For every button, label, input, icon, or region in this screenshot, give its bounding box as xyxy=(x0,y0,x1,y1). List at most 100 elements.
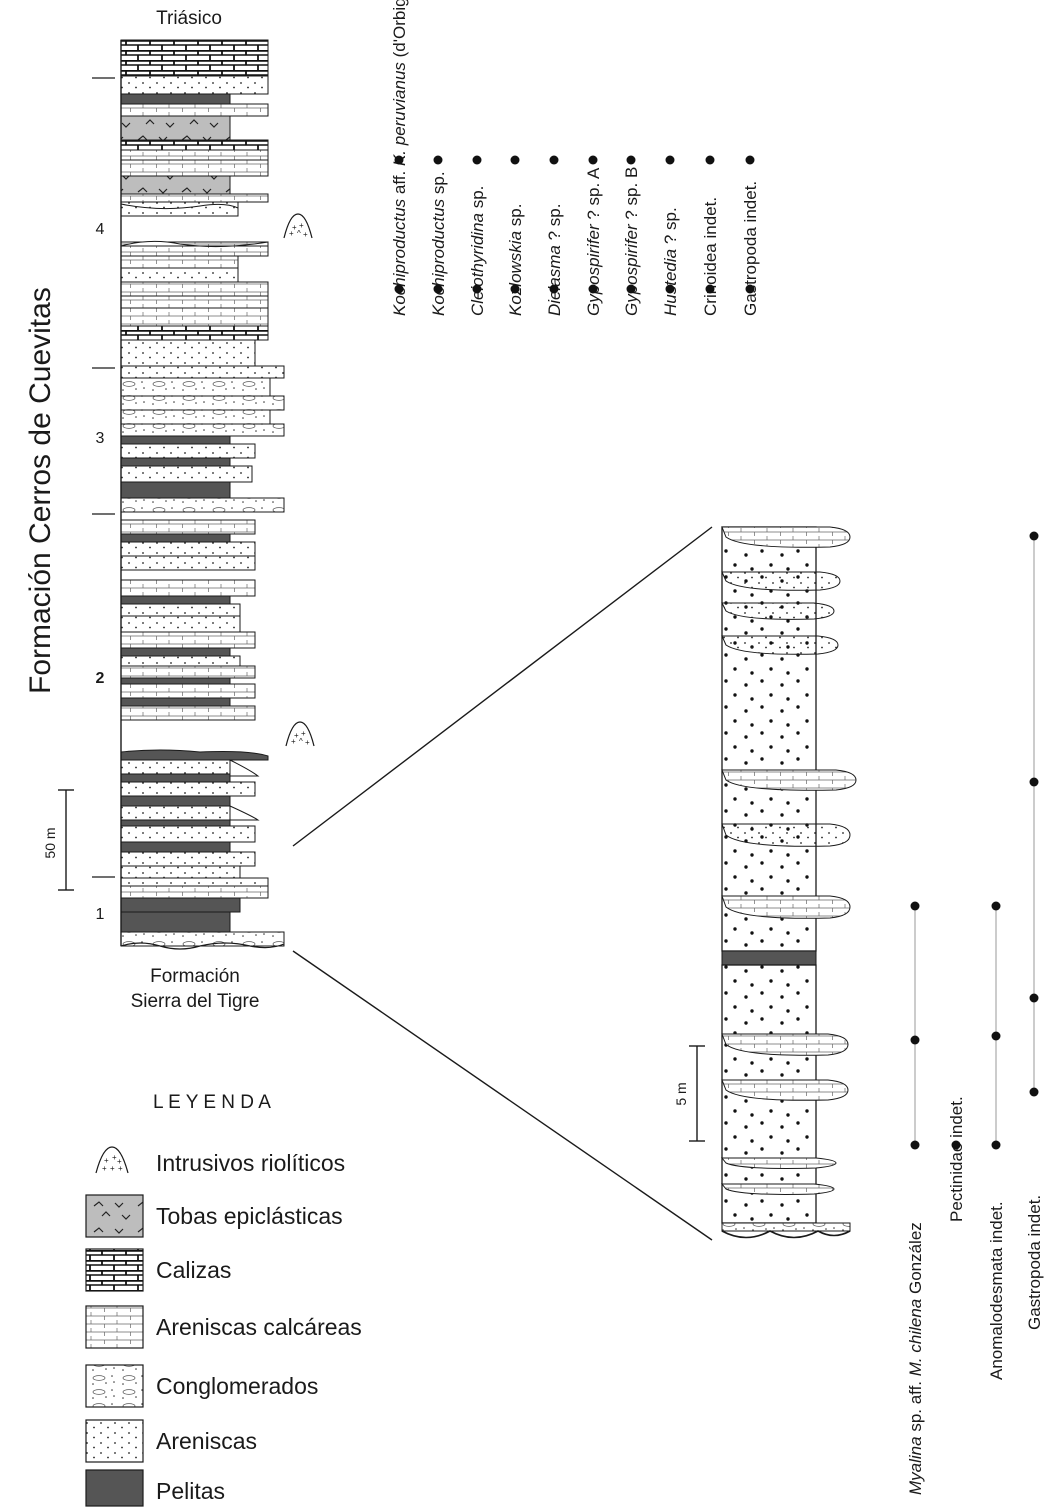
upper-fauna-label: Kochiproductus sp. xyxy=(429,171,448,316)
svg-text:+: + xyxy=(292,223,297,232)
main-bed-cong xyxy=(120,409,271,425)
main-bed-sand xyxy=(120,759,231,775)
fauna-occurrence-dot xyxy=(1029,993,1039,1003)
fauna-occurrence-dot xyxy=(588,284,598,294)
fauna-occurrence-dot xyxy=(665,284,675,294)
main-bed-calc xyxy=(120,579,256,597)
svg-text:+: + xyxy=(104,1156,109,1165)
main-bed-pel xyxy=(120,533,231,543)
svg-text:^: ^ xyxy=(297,229,301,238)
legend-label-areniscas: Areniscas xyxy=(156,1428,257,1454)
fauna-occurrence-dot xyxy=(510,284,520,294)
main-bed-calc xyxy=(120,103,269,117)
detail-stratigraphic-column xyxy=(720,526,857,1239)
legend-symbol-calizas xyxy=(85,1248,144,1292)
main-bed-calc xyxy=(120,295,269,309)
scale-label-main: 50 m xyxy=(42,827,58,858)
main-bed-pel xyxy=(120,435,231,445)
main-bed-sand xyxy=(120,465,253,483)
main-bed-sand xyxy=(120,851,256,867)
upper-fauna-label: Hustedia ? sp. xyxy=(661,207,680,316)
upper-fauna-label: Kozlowskia sp. xyxy=(506,204,525,316)
legend-label-tobas: Tobas epiclásticas xyxy=(156,1203,343,1229)
legend-label-intrusivos: Intrusivos riolíticos xyxy=(156,1150,345,1176)
main-bed-sand xyxy=(120,75,269,95)
main-bed-lime xyxy=(120,139,269,151)
main-bed-calc xyxy=(120,281,269,297)
fauna-occurrence-dot xyxy=(394,284,404,294)
main-wavy-contact xyxy=(120,203,239,210)
unit-number-1: 1 xyxy=(96,906,105,923)
upper-fauna-label: Gastropoda indet. xyxy=(741,181,760,316)
main-bed-sand xyxy=(120,339,256,367)
detail-sandstone-upper xyxy=(721,526,817,952)
fauna-occurrence-dot xyxy=(1029,1087,1039,1097)
main-bed-cong xyxy=(120,377,271,397)
lower-fauna-ranges xyxy=(910,531,1039,1150)
legend-labels: Intrusivos riolíticos Tobas epiclásticas C… xyxy=(156,1150,362,1504)
svg-text:+: + xyxy=(291,737,296,746)
svg-text:+: + xyxy=(301,729,306,738)
main-bed-sand xyxy=(120,865,241,879)
legend-symbol-areniscas-calcareas xyxy=(85,1305,144,1349)
detail-base-unconformity xyxy=(721,1230,851,1239)
legend-label-conglomerados: Conglomerados xyxy=(156,1373,318,1399)
detail-lens-sand xyxy=(721,571,841,591)
fauna-occurrence-dot xyxy=(665,155,675,165)
fauna-occurrence-dot xyxy=(626,155,636,165)
fauna-occurrence-dot xyxy=(549,155,559,165)
main-bed-pel xyxy=(120,93,231,105)
main-bed-sand xyxy=(120,805,231,821)
legend-symbol-tobas xyxy=(85,1194,144,1238)
detail-lens-calc xyxy=(720,1183,835,1195)
fauna-occurrence-dot xyxy=(472,284,482,294)
formation-title: Formación Cerros de Cuevitas xyxy=(24,287,57,694)
main-bed-pel xyxy=(120,773,231,783)
main-bed-pel xyxy=(120,697,231,707)
main-bed-calc xyxy=(120,193,269,203)
detail-lens-sand xyxy=(721,635,839,655)
main-pelite-lens xyxy=(120,749,269,761)
main-lens-tip xyxy=(229,759,260,777)
main-bed-sand xyxy=(120,825,256,843)
fauna-occurrence-dot xyxy=(394,155,404,165)
fauna-occurrence-dot xyxy=(910,1035,920,1045)
main-bed-cong xyxy=(120,395,285,411)
legend-label-pelitas: Pelitas xyxy=(156,1478,225,1504)
svg-text:+: + xyxy=(294,731,299,740)
upper-fauna-label: Gypospirifer ? sp. B xyxy=(622,167,641,316)
fauna-occurrence-dot xyxy=(433,284,443,294)
legend-symbol-pelitas xyxy=(85,1469,144,1507)
svg-text:+: + xyxy=(303,230,308,239)
detail-lens-calc xyxy=(721,895,851,919)
main-bed-sand xyxy=(120,443,256,459)
unit-boundary-ticks xyxy=(92,77,115,878)
main-bed-calc xyxy=(120,705,256,721)
detail-lens-calc xyxy=(721,1033,849,1056)
detail-lens-calc xyxy=(721,769,857,791)
main-bed-sand xyxy=(120,877,269,887)
main-bed-pel xyxy=(120,841,231,853)
upper-fauna-label: Gypospirifer ? sp. A xyxy=(584,167,603,316)
svg-text:+: + xyxy=(118,1164,123,1173)
unit-number-4: 4 xyxy=(96,221,105,238)
base-label-line1: Formación xyxy=(150,966,240,987)
main-bed-sand xyxy=(120,555,256,571)
detail-lens-calc xyxy=(721,526,851,548)
svg-text:+: + xyxy=(117,1157,122,1166)
main-bed-calc xyxy=(120,149,269,161)
main-bed-tob xyxy=(120,115,231,141)
fauna-occurrence-dot xyxy=(433,155,443,165)
main-bed-lime xyxy=(120,325,269,341)
fauna-occurrence-dot xyxy=(910,1140,920,1150)
base-label-line2: Sierra del Tigre xyxy=(131,991,260,1012)
main-bed-calc xyxy=(120,631,256,649)
legend-title: L E Y E N D A xyxy=(153,1092,271,1113)
main-base-unconformity xyxy=(120,942,285,950)
fauna-occurrence-dot xyxy=(910,901,920,911)
main-lens-tip xyxy=(229,805,260,821)
main-bed-pel xyxy=(120,819,231,827)
main-bed-lime xyxy=(120,39,269,77)
upper-fauna-labels: Kochiproductus aff. K. peruvianus (d'Orb… xyxy=(390,0,760,316)
